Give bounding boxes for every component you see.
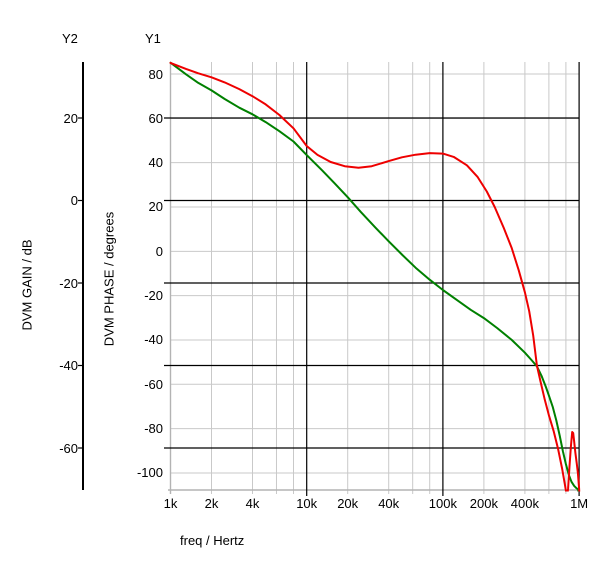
curve-gain <box>169 61 580 492</box>
y1-tick-label: 40 <box>148 155 163 171</box>
x-tick-label: 10k <box>296 496 318 511</box>
y2-tick-label: -20 <box>59 275 78 291</box>
x-tick-label: 2k <box>204 496 219 511</box>
y2-tick-label: -60 <box>59 440 78 456</box>
y1-tick-label: 20 <box>148 199 163 215</box>
curve-phase <box>169 61 581 492</box>
x-tick-label: 1k <box>163 496 178 511</box>
x-tick-label: 20k <box>337 496 359 511</box>
y2-tick-label: -40 <box>59 358 78 373</box>
y1-tick-label: -60 <box>144 376 163 392</box>
x-tick-label: 1M <box>570 496 589 511</box>
y1-tick-label: -20 <box>144 288 163 304</box>
x-tick-label: 400k <box>510 496 539 511</box>
y2-tick-label: 20 <box>63 110 78 126</box>
y1-tick-label: 0 <box>155 243 163 259</box>
y2-axis-name: Y2 <box>62 31 78 46</box>
y1-tick-label: 80 <box>148 66 163 82</box>
x-axis-label: freq / Hertz <box>180 533 245 548</box>
x-tick-label: 4k <box>245 496 260 511</box>
y2-tick-labels: 20 0 -20 -40 -60 <box>38 0 78 563</box>
y2-tick-label: 0 <box>70 193 78 208</box>
y1-tick-label: -100 <box>136 465 163 481</box>
y1-tick-label: 60 <box>148 110 163 126</box>
x-tick-label: 40k <box>378 496 400 511</box>
y1-axis-name: Y1 <box>145 31 161 46</box>
x-tick-label: 200k <box>469 496 498 511</box>
y1-tick-label: -80 <box>144 421 163 437</box>
x-tick-label: 100k <box>428 496 457 511</box>
y1-tick-labels: 80 60 40 20 0 -20 -40 -60 -80 -100 <box>118 0 163 563</box>
y1-tick-label: -40 <box>144 332 163 348</box>
